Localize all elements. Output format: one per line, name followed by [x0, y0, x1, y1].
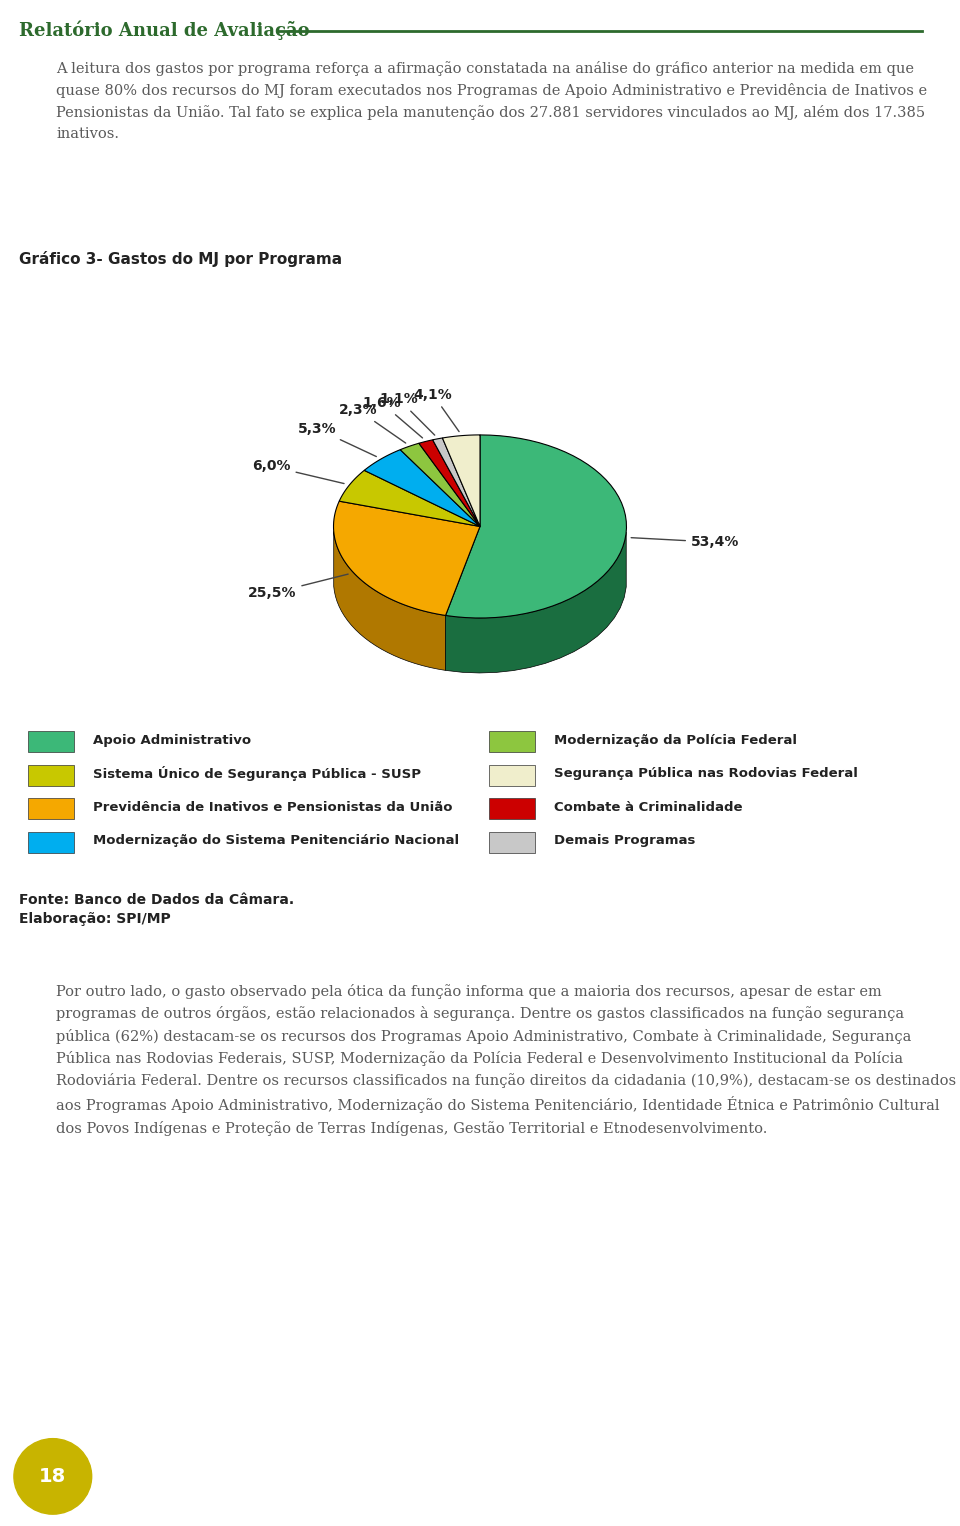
Text: Segurança Pública nas Rodovias Federal: Segurança Pública nas Rodovias Federal: [554, 768, 857, 780]
FancyBboxPatch shape: [29, 798, 75, 819]
Text: Apoio Administrativo: Apoio Administrativo: [93, 734, 252, 746]
Polygon shape: [419, 439, 480, 526]
Text: 53,4%: 53,4%: [631, 536, 739, 549]
Text: Sistema Único de Segurança Pública - SUSP: Sistema Único de Segurança Pública - SUS…: [93, 766, 420, 781]
Text: 18: 18: [39, 1466, 66, 1486]
Polygon shape: [339, 470, 480, 526]
Text: Combate à Criminalidade: Combate à Criminalidade: [554, 801, 742, 813]
Polygon shape: [445, 435, 627, 618]
Polygon shape: [400, 443, 480, 526]
Polygon shape: [333, 501, 480, 615]
Text: Relatório Anual de Avaliação: Relatório Anual de Avaliação: [19, 21, 310, 40]
FancyBboxPatch shape: [490, 832, 536, 853]
Text: 4,1%: 4,1%: [414, 388, 459, 432]
Text: Demais Programas: Demais Programas: [554, 835, 695, 847]
Text: Fonte: Banco de Dados da Câmara.
Elaboração: SPI/MP: Fonte: Banco de Dados da Câmara. Elabora…: [19, 893, 295, 926]
Polygon shape: [364, 450, 480, 526]
Text: 2,3%: 2,3%: [339, 403, 406, 443]
Polygon shape: [445, 533, 626, 673]
Text: Por outro lado, o gasto observado pela ótica da função informa que a maioria dos: Por outro lado, o gasto observado pela ó…: [56, 984, 956, 1135]
Polygon shape: [334, 531, 445, 670]
Text: Modernização do Sistema Penitenciário Nacional: Modernização do Sistema Penitenciário Na…: [93, 835, 459, 847]
FancyBboxPatch shape: [29, 765, 75, 786]
FancyBboxPatch shape: [29, 731, 75, 752]
FancyBboxPatch shape: [490, 765, 536, 786]
Circle shape: [13, 1439, 91, 1514]
Text: Modernização da Polícia Federal: Modernização da Polícia Federal: [554, 734, 797, 746]
Text: Gráfico 3- Gastos do MJ por Programa: Gráfico 3- Gastos do MJ por Programa: [19, 252, 343, 267]
Text: 6,0%: 6,0%: [252, 459, 344, 484]
FancyBboxPatch shape: [490, 798, 536, 819]
FancyBboxPatch shape: [29, 832, 75, 853]
Text: 25,5%: 25,5%: [248, 574, 348, 600]
FancyBboxPatch shape: [490, 731, 536, 752]
Polygon shape: [433, 438, 480, 526]
Text: Previdência de Inativos e Pensionistas da União: Previdência de Inativos e Pensionistas d…: [93, 801, 452, 813]
Polygon shape: [443, 435, 480, 526]
Text: 1,1%: 1,1%: [379, 392, 435, 435]
Text: 5,3%: 5,3%: [298, 421, 376, 456]
Text: 1,6%: 1,6%: [363, 397, 422, 438]
Text: A leitura dos gastos por programa reforça a afirmação constatada na análise do g: A leitura dos gastos por programa reforç…: [56, 61, 927, 140]
